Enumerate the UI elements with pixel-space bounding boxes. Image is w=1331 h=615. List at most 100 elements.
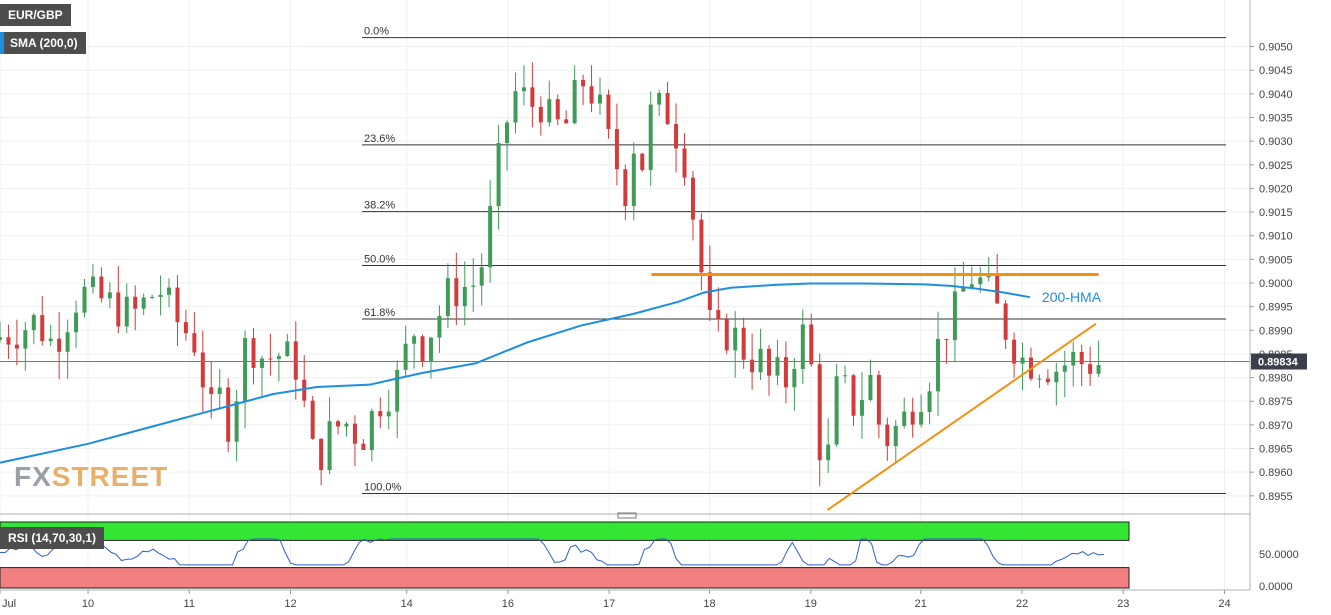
candle-body [23, 330, 28, 349]
time-axis: Jul 10 11 12 14 16 17 18 19 21 22 23 24 [0, 589, 1250, 610]
candle-body [1003, 303, 1008, 340]
price-tick-label: 0.9020 [1259, 183, 1293, 195]
candle-body [386, 411, 391, 417]
candle-body [293, 341, 298, 380]
sma-indicator-tag[interactable]: SMA (200,0) [0, 32, 86, 54]
price-tick-label: 0.9030 [1259, 136, 1293, 148]
candle-body [936, 338, 941, 392]
candle-body [885, 424, 890, 447]
candle-body [623, 169, 628, 207]
candle-body [133, 296, 138, 309]
candle-body [234, 401, 239, 442]
candle-body [14, 344, 19, 349]
fib-level-label: 38.2% [364, 200, 395, 212]
candle-body [496, 142, 501, 207]
support-trendline [826, 322, 1097, 511]
candle-body [572, 79, 577, 124]
symbol-tag[interactable]: EUR/GBP [0, 4, 71, 26]
candle-body [640, 153, 645, 171]
candle-body [724, 319, 729, 351]
candle-body [268, 358, 273, 360]
candle-body [471, 285, 476, 287]
candle-body [48, 338, 53, 342]
time-tick-label: 12 [284, 598, 296, 610]
price-tick-label: 0.9040 [1259, 89, 1293, 101]
candle-body [800, 324, 805, 370]
candle-body [141, 297, 146, 309]
price-tick-label: 0.8980 [1259, 373, 1293, 385]
candle-body [378, 411, 383, 417]
candle-body [876, 374, 881, 425]
candle-body [733, 327, 738, 351]
candle-body [1012, 339, 1017, 364]
price-tick-label: 0.9015 [1259, 207, 1293, 219]
candle-body [175, 287, 180, 323]
candle-body [817, 364, 822, 461]
rsi-oversold-zone [0, 567, 1130, 589]
candle-body [488, 206, 493, 268]
time-tick-label: 21 [915, 598, 927, 610]
candle-body [775, 357, 780, 376]
price-tick-label: 0.8960 [1259, 467, 1293, 479]
candle-body [513, 91, 518, 123]
candle-body [750, 359, 755, 373]
candle-body [581, 79, 586, 87]
candle-body [420, 336, 425, 362]
candle-body [910, 411, 915, 425]
price-tick-label: 0.8975 [1259, 396, 1293, 408]
candle-body [1088, 364, 1093, 374]
candle-body [978, 277, 983, 285]
candle-body [826, 444, 831, 461]
current-price-text: 0.89834 [1258, 357, 1299, 369]
candle-body [361, 443, 366, 450]
candle-body [995, 273, 1000, 304]
price-tick-label: 0.9050 [1259, 42, 1293, 54]
candle-body [327, 421, 332, 471]
overlay-lines: 200-HMA [0, 272, 1250, 511]
candle-body [614, 128, 619, 170]
candle-body [150, 297, 155, 299]
price-tick-label: 0.9010 [1259, 231, 1293, 243]
candle-body [437, 315, 442, 338]
candle-body [285, 341, 290, 357]
candle-body [167, 287, 172, 295]
candle-body [1037, 378, 1042, 380]
hma-200-line [0, 282, 1031, 464]
fxstreet-logo: FXSTREET [14, 461, 168, 493]
candle-body [927, 391, 932, 412]
fibonacci-levels: 0.0% 23.6% 38.2% 50.0% 61.8% 100.0% [362, 26, 1226, 494]
logo-fx-text: FX [14, 461, 52, 492]
candle-body [809, 324, 814, 365]
candle-body [243, 338, 248, 402]
candle-body [758, 348, 763, 373]
candle-body [251, 338, 256, 368]
price-tick-label: 0.9025 [1259, 160, 1293, 172]
candle-body [1020, 357, 1025, 364]
current-price-tag [1251, 353, 1307, 370]
time-tick-label: 24 [1218, 598, 1230, 610]
candle-body [547, 99, 552, 123]
candle-body [868, 374, 873, 400]
candle-body [538, 106, 543, 123]
candle-body [183, 322, 188, 334]
rsi-axis-label-0: 0.0000 [1259, 581, 1293, 593]
candle-body [606, 94, 611, 129]
candle-body [598, 94, 602, 104]
candle-body [1045, 378, 1050, 383]
candle-body [648, 104, 653, 171]
fib-level-label: 100.0% [364, 481, 402, 493]
candle-body [1071, 351, 1076, 366]
rsi-overbought-zone [0, 521, 1130, 541]
candle-body [631, 153, 636, 207]
candle-body [200, 352, 205, 388]
candle-body [65, 332, 70, 352]
candle-body [0, 337, 2, 340]
candle-body [834, 376, 839, 445]
fib-level-label: 50.0% [364, 254, 395, 266]
candle-body [192, 333, 197, 353]
rsi-indicator-tag[interactable]: RSI (14,70,30,1) [0, 527, 105, 549]
price-tick-label: 0.8965 [1259, 444, 1293, 456]
price-tick-label: 0.8955 [1259, 491, 1293, 503]
candle-body [969, 284, 974, 288]
